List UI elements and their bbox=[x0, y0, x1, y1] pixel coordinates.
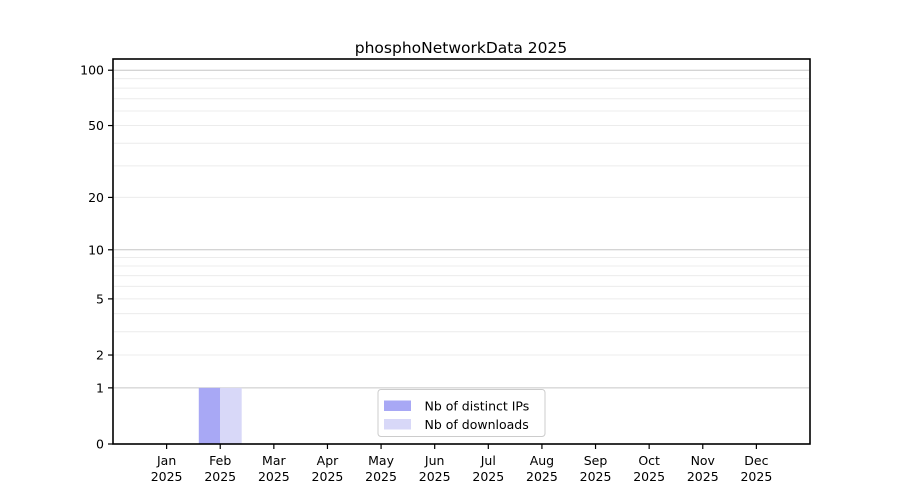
plot-border bbox=[112, 58, 811, 445]
x-tick-label-year: 2025 bbox=[633, 469, 665, 484]
y-tick-label: 20 bbox=[88, 190, 104, 205]
x-tick-label-month: Dec bbox=[744, 453, 768, 468]
legend-label-nb-of-distinct-ips: Nb of distinct IPs bbox=[425, 399, 530, 414]
legend-box bbox=[377, 389, 546, 437]
x-tick-label-year: 2025 bbox=[740, 469, 772, 484]
chart-title: phosphoNetworkData 2025 bbox=[355, 39, 567, 57]
x-tick-label-year: 2025 bbox=[526, 469, 558, 484]
bar-nb-of-distinct-ips bbox=[198, 387, 221, 444]
x-tick-label-month: May bbox=[368, 453, 394, 468]
y-tick-label: 1 bbox=[96, 380, 104, 395]
y-tick-label: 0 bbox=[96, 437, 104, 452]
y-tick-label: 5 bbox=[96, 291, 104, 306]
x-tick-label-month: Jan bbox=[156, 453, 176, 468]
legend-swatch-nb-of-downloads bbox=[384, 419, 411, 430]
y-tick-label: 50 bbox=[88, 118, 104, 133]
x-axis-ticks: Jan2025Feb2025Mar2025Apr2025May2025Jun20… bbox=[151, 444, 772, 484]
x-tick-label-year: 2025 bbox=[312, 469, 344, 484]
x-tick-label-month: Aug bbox=[530, 453, 554, 468]
y-tick-label: 100 bbox=[80, 63, 104, 78]
x-tick-label-month: Apr bbox=[317, 453, 339, 468]
y-tick-label: 2 bbox=[96, 348, 104, 363]
x-tick-label-month: Jul bbox=[480, 453, 496, 468]
legend: Nb of distinct IPs Nb of downloads bbox=[377, 389, 546, 437]
x-tick-label-year: 2025 bbox=[580, 469, 612, 484]
axes-layer bbox=[112, 58, 811, 445]
x-tick-label-month: Feb bbox=[209, 453, 231, 468]
legend-label-nb-of-downloads: Nb of downloads bbox=[425, 417, 529, 432]
bars-layer bbox=[198, 387, 242, 444]
x-tick-label-month: Sep bbox=[584, 453, 608, 468]
y-tick-label: 10 bbox=[88, 242, 104, 257]
bar-nb-of-downloads bbox=[220, 387, 242, 444]
y-axis-ticks: 0 1 2 5 10 20 50 100 bbox=[80, 63, 113, 452]
x-tick-label-month: Nov bbox=[691, 453, 716, 468]
x-tick-label-year: 2025 bbox=[472, 469, 504, 484]
x-tick-label-year: 2025 bbox=[687, 469, 719, 484]
x-tick-label-month: Jun bbox=[424, 453, 445, 468]
gridlines-layer bbox=[114, 69, 809, 389]
x-tick-label-year: 2025 bbox=[151, 469, 183, 484]
x-tick-label-month: Mar bbox=[262, 453, 286, 468]
x-tick-label-year: 2025 bbox=[365, 469, 397, 484]
legend-swatch-nb-of-distinct-ips bbox=[384, 400, 411, 411]
x-tick-label-year: 2025 bbox=[258, 469, 290, 484]
x-tick-label-month: Oct bbox=[638, 453, 660, 468]
x-tick-label-year: 2025 bbox=[419, 469, 451, 484]
x-tick-label-year: 2025 bbox=[204, 469, 236, 484]
